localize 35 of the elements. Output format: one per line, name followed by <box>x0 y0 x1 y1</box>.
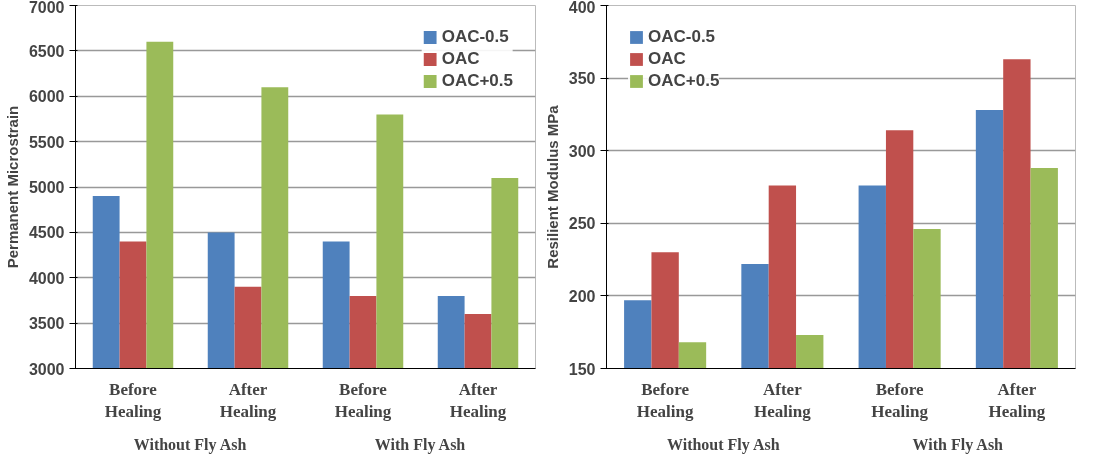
legend-label: OAC <box>648 49 686 69</box>
y-tick-label: 3500 <box>28 315 65 333</box>
y-tick-label: 4000 <box>28 269 65 287</box>
y-tick-label: 7000 <box>28 0 65 16</box>
x-tick-label: Before Healing <box>636 379 694 422</box>
y-tick-label: 4500 <box>28 224 65 242</box>
x-tick-label: Before Healing <box>871 379 929 422</box>
y-tick-label: 5000 <box>28 179 65 196</box>
text: Without Fly Ash <box>133 435 247 454</box>
x-tick-label: After Healing <box>449 379 507 422</box>
legend-label: OAC <box>441 49 480 69</box>
y-tick-label: 6500 <box>28 42 65 60</box>
x-tick-label: Before Healing <box>104 379 162 422</box>
legend-label: OAC-0.5 <box>441 27 509 47</box>
y-tick-label: 200 <box>568 287 596 305</box>
y-tick-label: 6000 <box>28 88 65 106</box>
x-tick-label: After Healing <box>754 379 812 422</box>
y-tick-label: 5500 <box>28 133 65 151</box>
legend-label: OAC-0.5 <box>648 27 716 47</box>
x-tick-label: After Healing <box>219 379 277 422</box>
y-axis-title: Resilient Modulus MPa <box>543 104 561 269</box>
y-tick-label: 400 <box>568 0 596 16</box>
y-tick-label: 250 <box>568 215 596 233</box>
y-axis-title: Permanent Microstrain <box>3 105 21 269</box>
legend-label: OAC+0.5 <box>441 71 513 91</box>
x-tick-label: Before Healing <box>334 379 392 422</box>
y-tick-label: 3000 <box>28 360 65 378</box>
y-tick-label: 300 <box>568 142 596 160</box>
y-tick-label: 150 <box>568 360 596 378</box>
y-tick-label: 350 <box>568 70 596 88</box>
x-tick-label: After Healing <box>988 379 1046 422</box>
text: With Fly Ash <box>374 435 466 454</box>
text: Without Fly Ash <box>667 435 780 454</box>
legend-label: OAC+0.5 <box>648 71 720 91</box>
text: With Fly Ash <box>912 435 1004 454</box>
